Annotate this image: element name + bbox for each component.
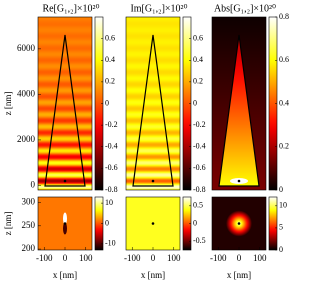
colorbar-tick-label: 5 <box>279 223 283 232</box>
x-tick-label: -100 <box>124 253 141 263</box>
heatmap <box>38 197 92 250</box>
colorbar-tick-label: -0.8 <box>105 185 118 194</box>
source-dot <box>151 179 155 183</box>
heatmap <box>212 197 266 250</box>
colorbar-tick-label: 0.6 <box>279 55 289 64</box>
colorbar-tick-label: -0.5 <box>193 236 206 245</box>
colorbar-tick-label: -0.4 <box>105 142 118 151</box>
x-tick-label: 0 <box>63 253 68 263</box>
x-tick-label: 0 <box>151 253 156 263</box>
colorbar-tick-label: -0.6 <box>193 163 206 172</box>
field <box>38 17 92 190</box>
heatmap <box>38 17 92 190</box>
colorbar <box>268 196 278 251</box>
y-axis-label: z [nm] <box>3 92 13 116</box>
source-dot <box>237 222 241 225</box>
colorbar-tick-label: 0 <box>193 218 197 227</box>
x-axis-label: x [nm] <box>141 270 165 280</box>
source-dot <box>151 222 155 225</box>
lobe <box>63 212 67 225</box>
colorbar-tick-label: 0 <box>105 98 109 107</box>
x-axis-label: x [nm] <box>53 270 77 280</box>
cone-outline <box>218 34 260 187</box>
panel-title: Abs[G₁,₂]×10²⁰ <box>214 3 276 14</box>
source-dot <box>237 179 241 183</box>
colorbar-tick-label: 0 <box>279 245 283 254</box>
colorbar-tick-label: 0.6 <box>105 33 115 42</box>
cone-outline <box>132 34 174 187</box>
colorbar-tick-label: -10 <box>105 239 116 248</box>
colorbar-tick-label: -0.8 <box>193 185 206 194</box>
colorbar-tick-label: -0.4 <box>193 142 206 151</box>
panel-title: Im[G₁,₂]×10²⁰ <box>130 3 187 14</box>
y-tick-label: 200 <box>22 243 36 253</box>
y-tick-label: 4000 <box>17 88 36 98</box>
colorbar-tick-label: 0.4 <box>193 55 203 64</box>
y-tick-label: 6000 <box>17 43 36 53</box>
colorbar-tick-label: 10 <box>279 201 287 210</box>
x-tick-label: 100 <box>253 253 267 263</box>
field <box>126 17 180 190</box>
axes-box <box>125 16 181 191</box>
source-dot <box>63 222 67 225</box>
colorbar-tick-label: 0.5 <box>193 201 203 210</box>
colorbar-tick-label: -0.2 <box>105 120 118 129</box>
heatmap <box>126 17 180 190</box>
lobe <box>63 222 67 235</box>
cone-outline <box>44 34 86 187</box>
colorbar-tick-label: 0.4 <box>105 55 115 64</box>
y-tick-label: 300 <box>22 197 36 207</box>
colorbar-tick-label: 0 <box>105 218 109 227</box>
colorbar-tick-label: 0 <box>193 98 197 107</box>
colorbar-tick-label: 0.2 <box>279 142 289 151</box>
colorbar-tick-label: 0.2 <box>105 77 115 86</box>
colorbar-tick-label: 0.2 <box>193 77 203 86</box>
x-tick-label: 100 <box>167 253 181 263</box>
heatmap <box>212 17 266 190</box>
y-axis-label: z [nm] <box>3 212 13 236</box>
cone-field <box>219 35 259 186</box>
source-dot <box>63 179 67 183</box>
colorbar-tick-label: -0.6 <box>105 163 118 172</box>
y-tick-label: 250 <box>22 220 36 230</box>
panel-title: Re[G₁,₂]×10²⁰ <box>42 3 99 14</box>
colorbar-tick-label: 0.8 <box>279 12 289 21</box>
x-axis-label: x [nm] <box>227 270 251 280</box>
colorbar-tick-label: 10 <box>105 198 113 207</box>
colorbar-tick-label: 0.4 <box>279 98 289 107</box>
heatmap <box>126 197 180 250</box>
x-tick-label: 100 <box>79 253 93 263</box>
y-tick-label: 0 <box>31 180 36 190</box>
colorbar-tick-label: 0.6 <box>193 33 203 42</box>
y-tick-label: 2000 <box>17 134 36 144</box>
axes-box <box>211 16 267 191</box>
axes-box <box>37 16 93 191</box>
x-tick-label: -100 <box>36 253 53 263</box>
x-tick-label: 0 <box>237 253 242 263</box>
colorbar-tick-label: -0.2 <box>193 120 206 129</box>
x-tick-label: -100 <box>210 253 227 263</box>
colorbar-tick-label: 0 <box>279 185 283 194</box>
